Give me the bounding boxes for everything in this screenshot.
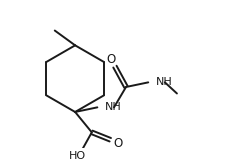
Text: O: O (113, 137, 122, 150)
Text: HO: HO (69, 151, 86, 160)
Text: O: O (106, 53, 115, 66)
Text: NH: NH (104, 102, 121, 112)
Text: NH: NH (155, 77, 172, 87)
